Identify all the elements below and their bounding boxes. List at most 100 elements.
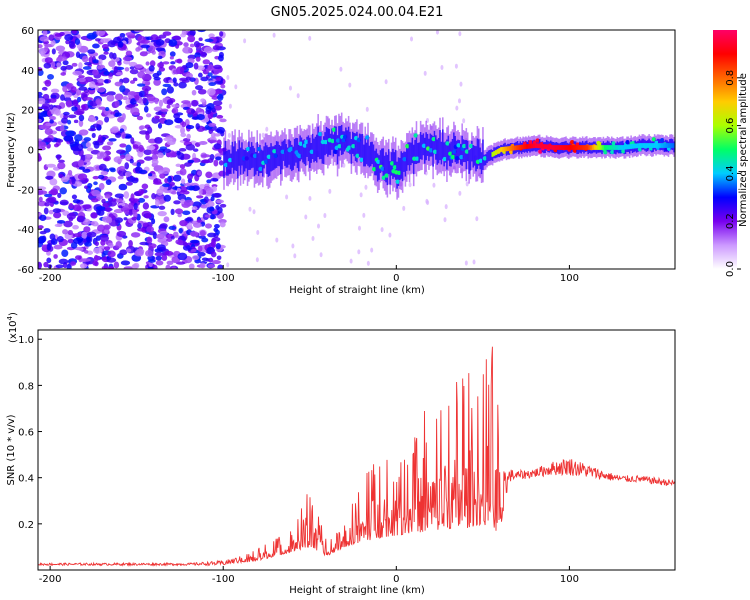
ridge-peak: [297, 153, 302, 159]
noise-blob: [168, 225, 177, 231]
noise-blob: [97, 78, 105, 84]
x-tick-label: 100: [560, 574, 579, 585]
ridge-core: [546, 144, 549, 150]
noise-blob: [161, 88, 168, 96]
sparse-noise-point: [365, 106, 369, 112]
noise-blob: [113, 66, 118, 74]
ridge-peak: [625, 139, 630, 145]
ridge-peak: [392, 165, 398, 170]
ridge-body: [430, 134, 433, 157]
noise-blob: [210, 240, 216, 247]
noise-blob: [113, 156, 123, 163]
noise-blob: [173, 231, 179, 238]
noise-blob: [159, 172, 166, 179]
noise-blob: [131, 177, 139, 184]
ridge-core: [491, 152, 494, 157]
noise-blob: [115, 132, 122, 138]
noise-blob: [39, 230, 47, 235]
ridge-body: [271, 146, 274, 171]
ridge-body: [329, 133, 332, 156]
noise-blob: [200, 204, 208, 209]
noise-blob: [95, 205, 106, 211]
noise-blob: [44, 44, 49, 53]
noise-blob: [50, 94, 57, 99]
noise-blob: [144, 213, 152, 219]
ridge-peak: [223, 162, 229, 168]
noise-blob: [71, 176, 76, 185]
noise-blob: [56, 219, 66, 224]
ridge-peak: [461, 143, 467, 149]
noise-blob: [54, 223, 63, 228]
ridge-core: [661, 143, 664, 148]
noise-blob: [92, 59, 100, 64]
ridge-core: [604, 145, 607, 150]
ridge-core: [666, 143, 669, 148]
noise-blob: [181, 30, 187, 35]
sparse-noise-point: [455, 105, 459, 111]
noise-blob: [118, 205, 123, 209]
ridge-body: [442, 129, 444, 160]
noise-blob: [60, 72, 66, 76]
noise-blob: [156, 188, 164, 196]
noise-blob: [125, 98, 131, 105]
snr-y-multiplier: (x104): [6, 312, 19, 343]
noise-blob: [128, 209, 134, 216]
ridge-core: [550, 144, 553, 150]
noise-blob: [64, 33, 74, 41]
ridge-body: [257, 153, 260, 177]
ridge-core: [610, 145, 613, 150]
ridge-body: [490, 149, 493, 161]
ridge-body: [292, 146, 295, 170]
ridge-body: [399, 157, 401, 181]
noise-blob: [60, 94, 66, 101]
noise-blob: [71, 30, 78, 35]
noise-blob: [87, 49, 96, 54]
noise-blob: [166, 260, 174, 265]
noise-blob: [114, 81, 123, 87]
noise-blob: [184, 217, 193, 222]
ridge-peak: [263, 159, 269, 164]
ridge-body: [446, 139, 448, 170]
sparse-noise-point: [357, 249, 361, 255]
noise-blob: [155, 199, 160, 207]
snr-line: [38, 346, 675, 567]
noise-blob: [89, 81, 96, 89]
x-tick-label: 0: [393, 273, 399, 284]
ridge-core: [565, 145, 568, 150]
ridge-body: [314, 136, 317, 161]
noise-blob: [129, 80, 136, 84]
noise-blob: [173, 82, 179, 87]
noise-blob: [78, 166, 86, 170]
noise-blob: [78, 86, 88, 91]
noise-blob: [158, 66, 166, 72]
ridge-body: [462, 139, 465, 163]
noise-blob: [155, 39, 165, 46]
sparse-noise-point: [243, 38, 247, 44]
noise-blob: [38, 140, 44, 148]
noise-blob: [72, 233, 82, 238]
ridge-core: [501, 146, 504, 152]
noise-blob: [38, 196, 43, 203]
noise-blob: [38, 67, 43, 72]
ridge-core: [571, 145, 574, 150]
noise-blob: [219, 221, 226, 228]
ridge-core: [631, 143, 634, 149]
noise-blob: [208, 82, 216, 87]
noise-blob: [45, 175, 54, 180]
noise-blob: [147, 266, 154, 269]
noise-blob: [70, 242, 78, 249]
sparse-noise-point: [435, 30, 439, 35]
ridge-core: [628, 144, 631, 150]
noise-blob: [114, 217, 124, 223]
noise-blob: [137, 150, 144, 158]
ridge-core: [645, 143, 648, 148]
noise-blob: [93, 254, 99, 262]
noise-blob: [141, 183, 149, 190]
ridge-body: [382, 148, 385, 177]
noise-blob: [67, 169, 73, 176]
y-tick-label: 20: [21, 106, 34, 117]
noise-blob: [216, 126, 226, 134]
noise-blob: [134, 250, 144, 257]
noise-blob: [114, 112, 122, 117]
ridge-peak: [414, 156, 420, 161]
